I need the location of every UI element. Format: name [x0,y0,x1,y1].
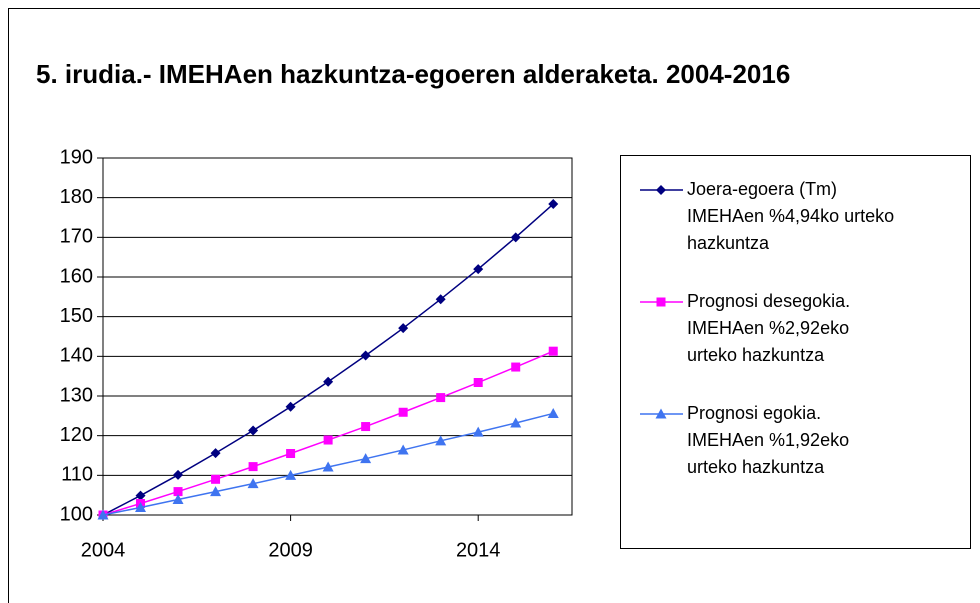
marker [510,232,521,243]
marker [435,294,446,305]
y-tick-label: 160 [60,265,93,287]
marker [172,494,184,505]
y-tick-label: 170 [60,226,93,248]
marker [472,426,484,437]
y-tick-label: 140 [60,345,93,367]
marker [435,435,447,446]
legend-marker [655,408,667,419]
series-line [102,350,554,516]
legend-marker [656,185,666,195]
marker [548,346,558,356]
chart-title: 5. irudia.- IMEHAen hazkuntza-egoeren al… [36,59,790,89]
marker [285,469,297,480]
y-tick-label: 130 [60,384,93,406]
marker [397,444,409,455]
y-tick-label: 110 [61,464,93,486]
plot-area [102,157,573,516]
y-tick-label: 180 [60,186,93,208]
marker [547,407,559,418]
legend-marker [656,297,666,307]
legend-box [620,155,971,549]
marker [511,362,521,372]
marker [286,449,296,459]
marker [135,490,146,501]
marker [323,435,333,445]
marker [360,350,371,361]
x-tick-label: 2009 [268,539,313,561]
y-tick-label: 120 [60,424,93,446]
y-tick-label: 100 [60,503,93,525]
marker [398,407,408,417]
marker [248,425,259,436]
y-tick-label: 190 [60,146,93,168]
marker [285,401,296,412]
marker [398,323,409,334]
marker [473,264,484,275]
marker [510,417,522,428]
marker [97,509,109,520]
marker [135,501,147,512]
marker [548,199,559,210]
marker [210,448,221,459]
marker [247,478,259,489]
x-tick-label: 2014 [456,539,501,561]
legend-label: Prognosi egokia. IMEHAen %1,92eko urteko… [687,403,850,477]
marker [211,474,221,484]
y-tick-label: 150 [60,305,93,327]
legend-label: Prognosi desegokia. IMEHAen %2,92eko urt… [687,291,851,365]
marker [322,461,334,472]
legend-label: Joera-egoera (Tm) IMEHAen %4,94ko urteko… [687,179,895,253]
marker [173,487,183,497]
marker [210,486,222,497]
marker [360,453,372,464]
marker [361,422,371,432]
marker [436,393,446,403]
chart-border [8,8,980,603]
marker [473,378,483,388]
x-tick-label: 2004 [81,539,126,561]
marker [323,376,334,387]
marker [173,469,184,480]
marker [248,462,258,472]
